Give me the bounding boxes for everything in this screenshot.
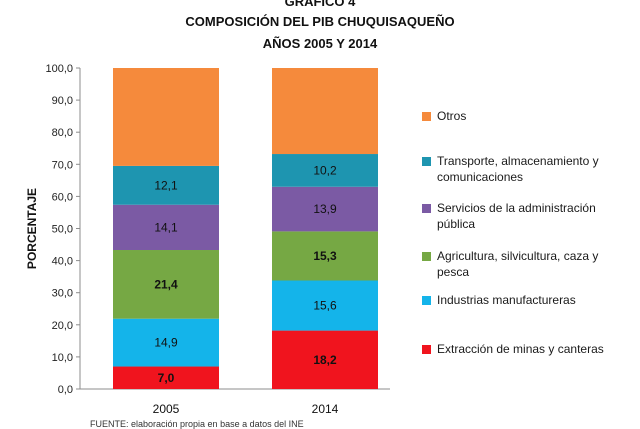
legend-swatch: [422, 252, 431, 261]
bar-segment: [272, 280, 378, 331]
legend-swatch: [422, 204, 431, 213]
data-label: 15,6: [313, 299, 337, 313]
legend-label-line: pública: [437, 217, 476, 231]
legend-label: Extracción de minas y canteras: [437, 341, 633, 357]
legend-label-line: Servicios de la administración: [437, 201, 596, 215]
legend-label-line: Transporte, almacenamiento y: [437, 154, 599, 168]
y-tick-label: 40,0: [52, 256, 73, 268]
y-tick-label: 0,0: [58, 384, 73, 396]
data-label: 18,2: [313, 353, 337, 367]
bar-segment: [272, 186, 378, 232]
y-tick-label: 20,0: [52, 320, 73, 332]
y-tick-label: 50,0: [52, 224, 73, 236]
bar-segment: [113, 366, 219, 389]
legend-label: Industrias manufactureras: [437, 292, 633, 308]
legend-swatch: [422, 296, 431, 305]
legend-swatch: [422, 112, 431, 121]
legend-label: Transporte, almacenamiento y comunicacion…: [437, 153, 633, 185]
legend-label-line: Industrias manufactureras: [437, 293, 576, 307]
bar-segment: [272, 231, 378, 281]
data-label: 12,1: [154, 178, 178, 192]
x-tick-label: 2005: [153, 402, 180, 416]
bar-segment: [113, 250, 219, 319]
y-tick-label: 100,0: [45, 63, 73, 75]
bar-segment: [272, 330, 378, 389]
legend-label-line: Agricultura, silvicultura, caza y: [437, 249, 599, 263]
y-tick-label: 80,0: [52, 127, 73, 139]
data-label: 10,2: [313, 163, 337, 177]
bar-segment: [113, 165, 219, 205]
y-tick-label: 90,0: [52, 95, 73, 107]
bar-segment: [113, 68, 219, 166]
data-label: 7,0: [158, 371, 175, 385]
legend-label-line: pesca: [437, 265, 470, 279]
legend-label-line: Otros: [437, 109, 467, 123]
bar-segment: [272, 154, 378, 187]
data-label: 15,3: [313, 249, 337, 263]
source-note: FUENTE: elaboración propia en base a dat…: [90, 419, 304, 429]
y-tick-label: 10,0: [52, 352, 73, 364]
data-label: 13,9: [313, 202, 337, 216]
chart-title-line-2: COMPOSICIÓN DEL PIB CHUQUISAQUEÑO: [185, 14, 455, 29]
y-tick-label: 70,0: [52, 159, 73, 171]
legend-label-line: comunicaciones: [437, 170, 524, 184]
chart-title-line-3: AÑOS 2005 Y 2014: [262, 36, 378, 51]
bar-segment: [113, 318, 219, 367]
legend-label: Servicios de la administración pública: [437, 200, 633, 232]
legend-label-line: Extracción de minas y canteras: [437, 342, 604, 356]
legend-swatch: [422, 157, 431, 166]
x-tick-label: 2014: [312, 402, 339, 416]
y-tick-label: 30,0: [52, 288, 73, 300]
y-axis-label: PORCENTAJE: [25, 188, 39, 269]
legend-swatch: [422, 345, 431, 354]
legend-label: Agricultura, silvicultura, caza y pesca: [437, 248, 633, 280]
bar-segment: [272, 68, 378, 155]
chart-title-line-1: GRAFICO 4: [284, 0, 356, 9]
data-label: 21,4: [154, 277, 178, 291]
y-tick-label: 60,0: [52, 191, 73, 203]
data-label: 14,9: [154, 336, 178, 350]
data-label: 14,1: [154, 220, 178, 234]
bar-segment: [113, 204, 219, 251]
legend-label: Otros: [437, 108, 633, 124]
